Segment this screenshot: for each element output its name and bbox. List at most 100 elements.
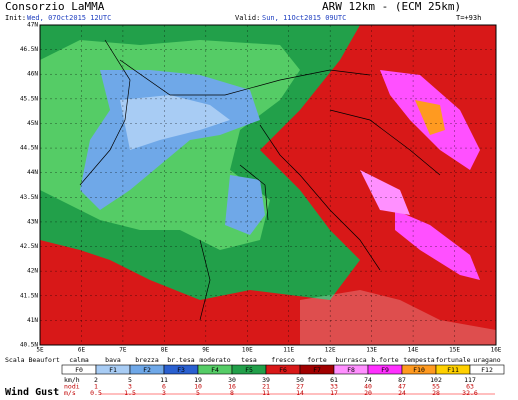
beaufort-force: F11 [447, 366, 459, 374]
lat-label: 46.5N [20, 46, 38, 53]
scale-title: Scala Beaufort [5, 356, 60, 364]
threshold: 47 [398, 383, 406, 391]
threshold: 87 [398, 376, 406, 384]
beaufort-name: moderato [199, 356, 230, 364]
beaufort-name: br.tesa [167, 356, 194, 364]
threshold: 5 [128, 376, 132, 384]
init-date: Wed, 07Oct2015 12UTC [27, 14, 111, 22]
threshold: 3 [162, 389, 166, 397]
threshold: 2 [94, 376, 98, 384]
threshold: 1 [94, 383, 98, 391]
beaufort-force: F7 [313, 366, 321, 374]
lat-label: 44.5N [20, 145, 38, 152]
beaufort-force: F4 [211, 366, 219, 374]
lat-label: 41N [27, 317, 38, 324]
beaufort-name: calma [69, 356, 89, 364]
threshold: 11 [160, 376, 168, 384]
threshold: 102 [430, 376, 442, 384]
threshold: 20 [364, 389, 372, 397]
variable: Wind Gust [5, 386, 59, 398]
threshold: 40 [364, 383, 372, 391]
threshold: 17 [330, 389, 338, 397]
valid-label: Valid: [235, 14, 260, 22]
lon-label: 5E [36, 347, 44, 354]
threshold: 8 [230, 389, 234, 397]
threshold: 0.5 [90, 389, 102, 397]
lon-label: 10E [242, 347, 253, 354]
beaufort-name: tesa [241, 356, 257, 364]
lon-label: 14E [408, 347, 419, 354]
lon-label: 8E [161, 347, 169, 354]
lat-label: 40.5N [20, 342, 38, 349]
beaufort-force: F5 [245, 366, 253, 374]
threshold: 3 [128, 383, 132, 391]
threshold: 24 [398, 389, 406, 397]
threshold: 6 [162, 383, 166, 391]
beaufort-force: F1 [109, 366, 117, 374]
init-label: Init: [5, 14, 26, 22]
lat-label: 43.5N [20, 194, 38, 201]
lead-time: T=+93h [456, 14, 481, 22]
threshold: 21 [262, 383, 270, 391]
threshold: 14 [296, 389, 304, 397]
lon-label: 7E [119, 347, 127, 354]
lon-label: 6E [78, 347, 86, 354]
unit-label: m/s [64, 389, 76, 397]
beaufort-force: F9 [381, 366, 389, 374]
threshold: 11 [262, 389, 270, 397]
model: ARW 12km - (ECM 25km) [322, 0, 461, 13]
beaufort-name: uragano [473, 356, 500, 364]
beaufort-name: fresco [271, 356, 295, 364]
beaufort-force: F0 [75, 366, 83, 374]
beaufort-name: brezza [135, 356, 159, 364]
lon-label: 15E [449, 347, 460, 354]
unit-label: km/h [64, 376, 80, 384]
beaufort-swatch [469, 364, 505, 375]
threshold: 61 [330, 376, 338, 384]
beaufort-name: bava [105, 356, 121, 364]
threshold: 19 [194, 376, 202, 384]
beaufort-force: F6 [279, 366, 287, 374]
lon-label: 9E [202, 347, 210, 354]
lat-label: 45N [27, 120, 38, 127]
lat-label: 42N [27, 268, 38, 275]
threshold: 1.5 [124, 389, 136, 397]
beaufort-name: b.forte [371, 356, 398, 364]
beaufort-name: fortunale [435, 356, 470, 364]
lat-label: 44N [27, 169, 38, 176]
threshold: 32.6 [462, 389, 478, 397]
threshold: 55 [432, 383, 440, 391]
valid-date: Sun, 11Oct2015 09UTC [262, 14, 346, 22]
threshold: 27 [296, 383, 304, 391]
lat-label: 42.5N [20, 243, 38, 250]
lat-label: 45.5N [20, 95, 38, 102]
lon-label: 12E [325, 347, 336, 354]
threshold: 28 [432, 389, 440, 397]
beaufort-name: tempesta [403, 356, 434, 364]
beaufort-force: F2 [143, 366, 151, 374]
threshold: 33 [330, 383, 338, 391]
lon-label: 13E [366, 347, 377, 354]
threshold: 5 [196, 389, 200, 397]
threshold: 10 [194, 383, 202, 391]
map [39, 24, 497, 346]
threshold: 63 [466, 383, 474, 391]
title: Consorzio LaMMA [5, 0, 105, 13]
lat-label: 43N [27, 218, 38, 225]
threshold: 30 [228, 376, 236, 384]
lon-label: 16E [491, 347, 502, 354]
threshold: 117 [464, 376, 476, 384]
beaufort-force: F12 [481, 366, 493, 374]
beaufort-name: forte [307, 356, 327, 364]
beaufort-force: F10 [413, 366, 425, 374]
lon-label: 11E [283, 347, 294, 354]
unit-label: nodi [64, 383, 80, 391]
beaufort-force: F8 [347, 366, 355, 374]
threshold: 74 [364, 376, 372, 384]
beaufort-force: F3 [177, 366, 185, 374]
threshold: 16 [228, 383, 236, 391]
threshold: 39 [262, 376, 270, 384]
lat-label: 41.5N [20, 292, 38, 299]
beaufort-name: burrasca [335, 356, 366, 364]
